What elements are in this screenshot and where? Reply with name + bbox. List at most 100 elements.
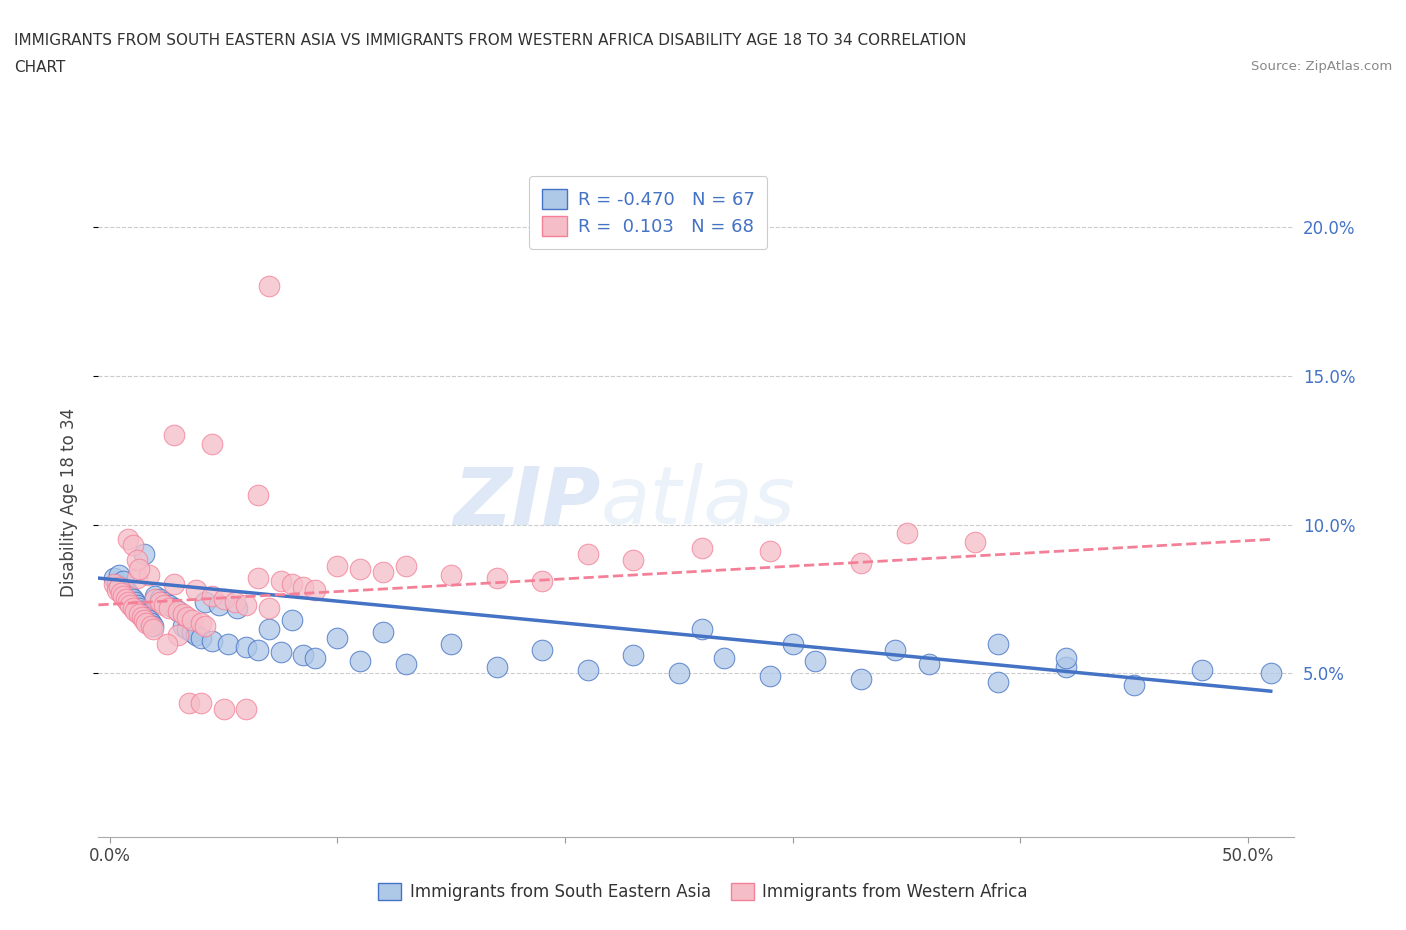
Point [139, 616, 162, 631]
Point [395, 657, 418, 671]
Point [1054, 660, 1077, 675]
Point [121, 538, 143, 552]
Point [114, 582, 136, 597]
Point [621, 648, 644, 663]
Point [690, 541, 713, 556]
Point [112, 574, 135, 589]
Point [127, 552, 149, 567]
Point [212, 701, 235, 716]
Point [713, 651, 735, 666]
Point [138, 567, 160, 582]
Point [201, 437, 224, 452]
Point [304, 582, 326, 597]
Point [143, 589, 166, 604]
Point [576, 547, 599, 562]
Point [186, 627, 208, 642]
Point [121, 601, 143, 616]
Point [132, 606, 155, 621]
Point [110, 586, 132, 601]
Point [117, 586, 139, 601]
Point [326, 559, 349, 574]
Point [128, 601, 150, 616]
Point [235, 597, 257, 612]
Point [132, 612, 155, 627]
Point [576, 663, 599, 678]
Point [918, 657, 941, 671]
Point [257, 601, 280, 616]
Point [349, 562, 371, 577]
Point [217, 636, 239, 651]
Point [179, 696, 201, 711]
Point [440, 567, 463, 582]
Point [153, 597, 176, 612]
Point [246, 571, 269, 586]
Y-axis label: Disability Age 18 to 34: Disability Age 18 to 34 [59, 407, 77, 597]
Point [326, 631, 349, 645]
Point [304, 651, 326, 666]
Text: CHART: CHART [14, 60, 66, 75]
Point [172, 606, 194, 621]
Point [162, 577, 184, 591]
Point [621, 552, 644, 567]
Point [180, 612, 202, 627]
Legend: R = -0.470   N = 67, R =  0.103   N = 68: R = -0.470 N = 67, R = 0.103 N = 68 [529, 177, 768, 248]
Point [132, 547, 155, 562]
Point [162, 428, 184, 443]
Legend: Immigrants from South Eastern Asia, Immigrants from Western Africa: Immigrants from South Eastern Asia, Immi… [371, 876, 1035, 908]
Point [190, 616, 212, 631]
Point [759, 669, 782, 684]
Text: IMMIGRANTS FROM SOUTH EASTERN ASIA VS IMMIGRANTS FROM WESTERN AFRICA DISABILITY : IMMIGRANTS FROM SOUTH EASTERN ASIA VS IM… [14, 33, 966, 47]
Point [485, 571, 508, 586]
Point [190, 631, 212, 645]
Point [108, 579, 131, 594]
Point [142, 621, 165, 636]
Point [690, 621, 713, 636]
Point [108, 567, 131, 582]
Point [194, 594, 217, 609]
Point [1191, 663, 1213, 678]
Point [292, 648, 315, 663]
Point [127, 571, 149, 586]
Text: atlas: atlas [600, 463, 796, 541]
Point [668, 666, 690, 681]
Point [128, 606, 150, 621]
Point [235, 701, 257, 716]
Point [190, 696, 212, 711]
Point [987, 636, 1010, 651]
Point [176, 621, 198, 636]
Point [281, 577, 304, 591]
Point [167, 627, 190, 642]
Point [896, 526, 918, 541]
Point [157, 597, 180, 612]
Point [186, 582, 208, 597]
Point [1054, 651, 1077, 666]
Point [531, 642, 554, 657]
Point [105, 582, 128, 597]
Point [963, 535, 986, 550]
Point [103, 571, 125, 586]
Point [246, 642, 269, 657]
Point [270, 574, 292, 589]
Point [135, 609, 157, 624]
Point [804, 654, 827, 669]
Point [281, 612, 304, 627]
Text: ZIP: ZIP [453, 463, 600, 541]
Point [201, 589, 224, 604]
Point [131, 609, 153, 624]
Point [149, 594, 172, 609]
Point [120, 589, 142, 604]
Point [180, 624, 202, 639]
Point [112, 589, 135, 604]
Text: Source: ZipAtlas.com: Source: ZipAtlas.com [1251, 60, 1392, 73]
Point [114, 591, 136, 606]
Point [485, 660, 508, 675]
Point [246, 487, 269, 502]
Point [167, 604, 190, 618]
Point [172, 618, 194, 633]
Point [224, 594, 246, 609]
Point [349, 654, 371, 669]
Point [849, 671, 872, 686]
Point [226, 601, 249, 616]
Point [142, 618, 165, 633]
Point [117, 532, 139, 547]
